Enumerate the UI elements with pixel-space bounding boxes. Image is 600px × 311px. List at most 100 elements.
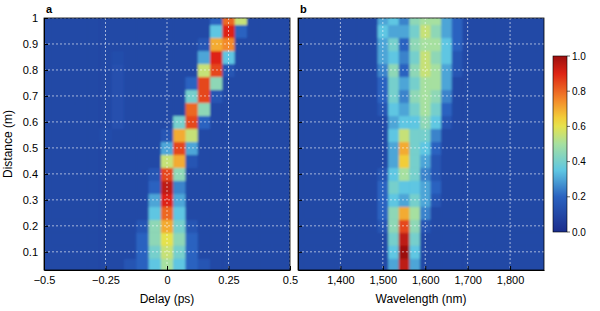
colorbar-tick-label: 0.6	[572, 121, 586, 132]
y-tick-mark	[298, 252, 302, 253]
heatmap-cell	[515, 76, 526, 90]
x-tick: 1,600	[412, 266, 440, 286]
heatmap-cell	[259, 258, 272, 270]
heatmap-cell	[526, 76, 537, 90]
heatmap-cell	[235, 76, 248, 90]
heatmap-cell	[431, 232, 442, 246]
heatmap-cell	[526, 180, 537, 194]
heatmap-cell	[210, 232, 223, 246]
heatmap-cell	[314, 102, 325, 116]
y-tick-label: 0.5	[23, 142, 38, 154]
x-axis: −0.5−0.2500.250.5	[34, 266, 299, 286]
heatmap-cell	[515, 167, 526, 181]
colorbar-tick	[567, 161, 570, 162]
heatmap-cell	[87, 154, 100, 168]
heatmap-cell	[409, 24, 420, 38]
heatmap-cell	[259, 206, 272, 220]
heatmap-cell	[75, 206, 88, 220]
heatmap-cell	[356, 63, 367, 77]
heatmap-cell	[409, 154, 420, 168]
heatmap-cell	[87, 102, 100, 116]
heatmap-cell	[210, 50, 223, 64]
heatmap-cell	[399, 76, 410, 90]
heatmap-cell	[314, 18, 325, 25]
x-tick-label: 0.25	[218, 274, 239, 286]
heatmap-cell	[303, 193, 314, 207]
heatmap-cell	[149, 167, 162, 181]
x-tick-mark	[106, 266, 107, 270]
heatmap-cell	[388, 115, 399, 129]
heatmap-cell	[136, 102, 149, 116]
y-tick	[298, 174, 302, 175]
heatmap-cell	[409, 206, 420, 220]
heatmap-cell	[356, 115, 367, 129]
heatmap-cell	[452, 180, 463, 194]
y-tick-mark	[298, 148, 302, 149]
heatmap-cell	[124, 232, 137, 246]
heatmap-cell	[124, 50, 137, 64]
heatmap-cell	[367, 232, 378, 246]
grid-line-y	[298, 173, 544, 174]
heatmap-cell	[399, 63, 410, 77]
heatmap-cell	[136, 24, 149, 38]
heatmap-cell	[185, 102, 198, 116]
heatmap-cell	[388, 18, 399, 25]
heatmap-cell	[161, 154, 174, 168]
heatmap-cell	[356, 128, 367, 142]
heatmap-cell	[44, 128, 51, 142]
heatmap-cell	[124, 102, 137, 116]
heatmap-cell	[325, 232, 336, 246]
grid-line-y	[298, 69, 544, 70]
heatmap-cell	[473, 154, 484, 168]
x-tick-mark	[425, 266, 426, 270]
heatmap-cell	[149, 18, 162, 25]
heatmap-cell	[367, 206, 378, 220]
heatmap-cell	[452, 232, 463, 246]
heatmap-cell	[452, 76, 463, 90]
heatmap-cell	[314, 258, 325, 270]
heatmap-cell	[44, 50, 51, 64]
heatmap-cell	[173, 206, 186, 220]
heatmap-cell	[112, 154, 125, 168]
heatmap-cell	[185, 24, 198, 38]
heatmap-cell	[62, 24, 75, 38]
heatmap-cell	[356, 50, 367, 64]
heatmap-cell	[325, 102, 336, 116]
heatmap-cell	[484, 18, 495, 25]
heatmap-cell	[346, 154, 357, 168]
y-tick-mark	[298, 18, 302, 19]
y-tick	[298, 200, 302, 201]
heatmap-cell	[136, 219, 149, 233]
heatmap-cell	[399, 115, 410, 129]
y-tick-label: 0.7	[23, 90, 38, 102]
heatmap-cell	[284, 180, 290, 194]
heatmap-cell	[409, 50, 420, 64]
grid-line-x	[44, 18, 45, 270]
heatmap-cell	[198, 232, 211, 246]
heatmap-cell	[378, 154, 389, 168]
heatmap-cell	[149, 206, 162, 220]
heatmap-cell	[314, 154, 325, 168]
heatmap-cell	[388, 258, 399, 270]
y-tick	[298, 226, 302, 227]
heatmap-cell	[356, 18, 367, 25]
heatmap-cell	[420, 102, 431, 116]
y-tick-mark	[44, 252, 48, 253]
heatmap-cell	[44, 76, 51, 90]
heatmap-cell	[431, 50, 442, 64]
heatmap-cell	[431, 89, 442, 103]
heatmap-cell	[452, 63, 463, 77]
heatmap-cell	[526, 154, 537, 168]
heatmap-cell	[452, 102, 463, 116]
heatmap-cell	[367, 258, 378, 270]
heatmap-cell	[198, 258, 211, 270]
heatmap-cell	[537, 128, 544, 142]
heatmap-cell	[452, 37, 463, 51]
heatmap-cell	[367, 245, 378, 259]
heatmap-cell	[494, 18, 505, 25]
heatmap-cell	[515, 18, 526, 25]
grid-line-y	[44, 43, 290, 44]
heatmap-cell	[325, 76, 336, 90]
heatmap-cell	[210, 180, 223, 194]
heatmap-cell	[367, 180, 378, 194]
